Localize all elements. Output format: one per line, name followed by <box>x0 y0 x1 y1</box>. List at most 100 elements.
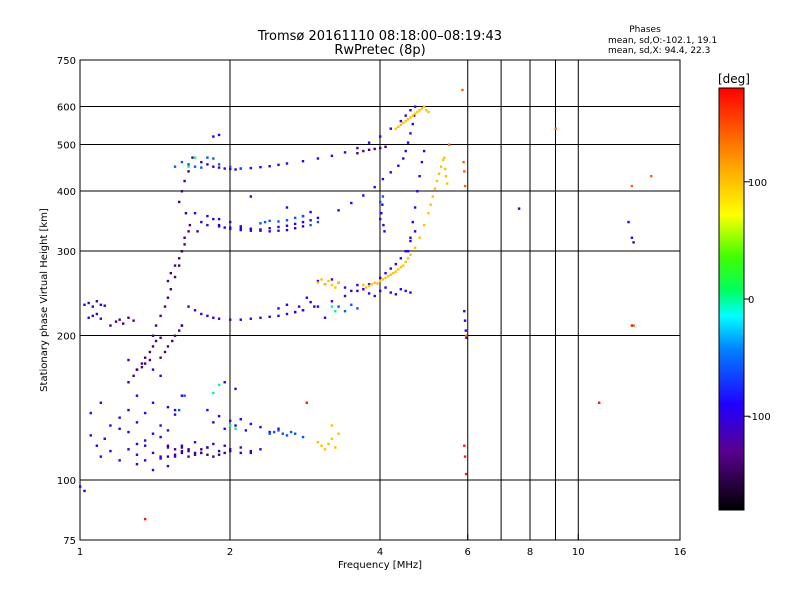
data-point <box>356 307 359 310</box>
data-point <box>281 432 284 435</box>
data-point <box>193 309 197 312</box>
data-point <box>143 362 147 365</box>
data-point <box>384 286 387 289</box>
data-point <box>166 296 170 299</box>
data-point <box>277 220 280 223</box>
data-point <box>404 260 407 264</box>
data-points <box>79 88 653 521</box>
data-point <box>316 216 320 220</box>
data-point <box>217 317 221 320</box>
data-point <box>309 300 312 304</box>
data-point <box>206 453 209 456</box>
data-point <box>200 220 203 224</box>
data-point <box>159 457 162 460</box>
data-point <box>413 206 417 209</box>
data-point <box>99 401 103 404</box>
data-point <box>159 336 162 340</box>
data-point <box>187 230 190 233</box>
data-point <box>334 286 337 289</box>
data-point <box>206 408 209 412</box>
data-point <box>135 453 139 456</box>
data-point <box>397 268 400 271</box>
data-point <box>180 449 184 453</box>
data-point <box>630 324 634 327</box>
data-point <box>259 229 262 232</box>
x-axis-ticks: 1 2 4 6 8 10 16 <box>77 534 686 558</box>
data-point <box>277 429 280 432</box>
data-point <box>206 214 209 218</box>
data-point <box>229 419 232 422</box>
data-point <box>373 185 376 189</box>
data-point <box>212 391 215 395</box>
x-tick-label: 4 <box>377 547 383 558</box>
data-point <box>447 143 451 146</box>
data-point <box>437 172 441 175</box>
data-point <box>362 283 365 287</box>
data-point <box>285 219 289 222</box>
data-point <box>343 286 347 289</box>
data-point <box>177 329 181 332</box>
data-point <box>413 230 417 233</box>
y-tick-label: 750 <box>57 56 76 67</box>
data-point <box>159 374 162 378</box>
data-point <box>229 220 232 224</box>
data-point <box>229 165 232 168</box>
data-point <box>191 156 194 159</box>
data-point <box>320 278 323 281</box>
data-point <box>406 250 410 253</box>
data-point <box>118 416 121 419</box>
data-point <box>463 319 467 322</box>
y-tick-label: 75 <box>63 536 76 547</box>
data-point <box>412 114 416 117</box>
data-point <box>316 305 320 308</box>
data-point <box>293 222 297 226</box>
data-point <box>217 217 221 221</box>
chart-title: Tromsø 20161110 08:18:00–08:19:43 <box>257 29 502 44</box>
data-point <box>632 241 635 244</box>
data-point <box>356 283 359 287</box>
data-point <box>330 424 334 427</box>
y-tick-label: 100 <box>57 476 76 487</box>
data-point <box>87 301 90 305</box>
data-point <box>239 228 242 232</box>
data-point <box>148 358 152 362</box>
data-point <box>399 265 403 269</box>
data-point <box>187 170 190 173</box>
data-point <box>411 114 414 117</box>
data-point <box>217 449 221 453</box>
data-point <box>166 444 170 447</box>
data-point <box>212 217 215 221</box>
data-point <box>402 157 405 160</box>
data-point <box>285 434 289 437</box>
data-point <box>229 449 232 453</box>
data-point <box>330 278 334 281</box>
data-point <box>151 451 155 455</box>
data-point <box>212 135 215 138</box>
data-point <box>239 418 242 421</box>
data-point <box>163 305 167 308</box>
data-point <box>297 305 301 308</box>
data-point <box>327 442 330 446</box>
data-point <box>187 305 190 308</box>
data-point <box>259 165 262 169</box>
data-point <box>259 228 262 231</box>
data-point <box>212 421 215 424</box>
data-point <box>151 334 155 337</box>
data-point <box>330 437 334 440</box>
data-point <box>135 394 139 397</box>
data-point <box>277 225 280 229</box>
data-point <box>293 227 297 230</box>
data-point <box>309 223 312 227</box>
data-point <box>427 212 430 215</box>
data-point <box>367 141 371 144</box>
data-point <box>416 110 419 114</box>
data-point <box>89 411 92 415</box>
data-point <box>399 257 403 260</box>
data-point <box>187 163 190 166</box>
data-point <box>180 324 184 327</box>
data-point <box>365 286 368 289</box>
data-point <box>418 109 421 112</box>
gridlines <box>80 60 680 540</box>
data-point <box>244 429 248 432</box>
